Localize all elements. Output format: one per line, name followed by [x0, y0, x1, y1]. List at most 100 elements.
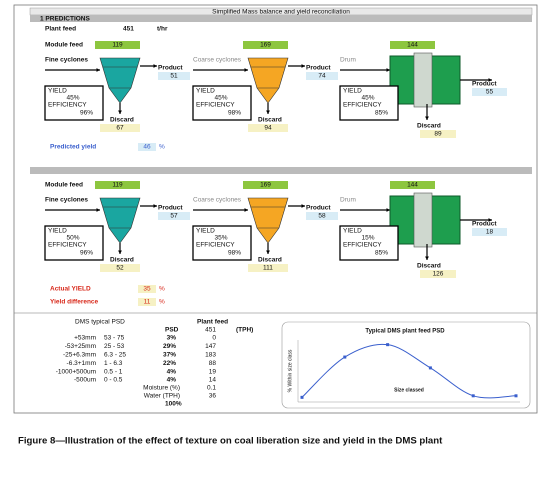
size-label: -25+6.3mm: [63, 352, 96, 359]
size-range: 0 - 0.5: [104, 377, 123, 384]
x-axis-label: Size classed: [394, 387, 424, 393]
size-range: 53 - 75: [104, 335, 125, 342]
size-label: -500um: [74, 377, 96, 384]
arrow-head: [266, 250, 270, 254]
y-axis-label: % Within size class: [287, 349, 293, 392]
discard-box: [100, 264, 140, 272]
result-value: 46: [143, 144, 151, 151]
result-unit: %: [159, 144, 165, 151]
product-value: 58: [318, 213, 326, 220]
tph-value: 19: [209, 368, 217, 375]
cyclone: [99, 197, 141, 244]
cyclone: [99, 57, 141, 104]
efficiency-label: EFFICIENCY: [196, 242, 235, 249]
discard-value: 126: [433, 271, 444, 278]
efficiency-value: 85%: [375, 250, 388, 257]
arrow-head: [488, 78, 492, 82]
size-range: 6.3 - 25: [104, 352, 126, 359]
table-header: 451: [205, 327, 216, 334]
efficiency-label: EFFICIENCY: [196, 102, 235, 109]
yield-label: YIELD: [196, 88, 215, 95]
size-label: +53mm: [74, 335, 96, 342]
plant-feed-value: 451: [123, 26, 134, 33]
extra-value: 0.1: [207, 385, 216, 392]
result-box: [138, 298, 156, 306]
product-box: [158, 212, 190, 220]
result-unit: %: [159, 286, 165, 293]
table-title: DMS typical PSD: [75, 319, 125, 326]
module-feed-box: [95, 41, 140, 49]
discard-value: 89: [434, 131, 442, 138]
discard-label: Discard: [417, 263, 441, 270]
yield-box: [339, 85, 399, 121]
discard-value: 111: [263, 265, 273, 272]
efficiency-value: 98%: [228, 110, 241, 117]
discard-value: 52: [116, 265, 124, 272]
efficiency-value: 96%: [80, 110, 93, 117]
arrow-head: [244, 208, 248, 212]
result-label: Actual YIELD: [50, 286, 91, 293]
tph-value: 183: [205, 352, 216, 359]
discard-label: Discard: [417, 123, 441, 130]
arrow-head: [386, 208, 390, 212]
product-box: [306, 212, 338, 220]
yield-value: 45%: [214, 95, 227, 102]
psd-value: 29%: [163, 343, 176, 350]
arrow-head: [301, 64, 305, 68]
chart-title: Typical DMS plant feed PSD: [365, 329, 445, 335]
discard-box: [248, 124, 288, 132]
module-name: Fine cyclones: [45, 57, 88, 64]
arrow-head: [153, 64, 157, 68]
chart-frame: [281, 321, 531, 409]
table-header: Plant feed: [197, 319, 228, 326]
result-label: Predicted yield: [50, 144, 96, 151]
result-box: [138, 285, 156, 293]
module-feed: 144: [407, 182, 418, 189]
product-value: 55: [486, 89, 494, 96]
product-value: 57: [170, 213, 178, 220]
module-feed-box: [390, 41, 435, 49]
psd-point: [514, 394, 518, 398]
caption: Figure 8—Illustration of the effect of t…: [18, 436, 443, 447]
psd-total: 100%: [165, 401, 182, 408]
discard-value: 94: [264, 125, 272, 132]
size-label: -53+25mm: [65, 343, 96, 350]
yield-value: 15%: [361, 235, 374, 242]
module-feed-box: [243, 181, 288, 189]
cyclone: [247, 197, 289, 244]
drum-core: [413, 192, 433, 248]
arrow-head: [488, 218, 492, 222]
yield-box: [192, 225, 252, 261]
result-value: 11: [144, 299, 151, 306]
arrow-head: [386, 68, 390, 72]
psd-line: [301, 343, 517, 399]
cyclone: [247, 57, 289, 104]
discard-box: [100, 124, 140, 132]
module-name: Coarse cyclones: [193, 197, 242, 204]
module-feed: 119: [112, 182, 123, 189]
arrow-head: [266, 110, 270, 114]
product-label: Product: [158, 65, 183, 72]
product-value: 74: [318, 73, 326, 80]
module-name: Coarse cyclones: [193, 57, 242, 64]
yield-label: YIELD: [48, 88, 67, 95]
product-label: Product: [472, 221, 497, 228]
tph-value: 14: [209, 377, 217, 384]
arrow-head: [301, 204, 305, 208]
tph-value: 147: [205, 343, 216, 350]
section-bar: [30, 167, 532, 174]
yield-value: 35%: [214, 235, 227, 242]
product-label: Product: [306, 65, 331, 72]
size-range: 1 - 6.3: [104, 360, 123, 367]
yield-value: 50%: [66, 235, 79, 242]
extra-label: Water (TPH): [144, 393, 180, 400]
yield-label: YIELD: [343, 228, 362, 235]
module-feed-box: [95, 181, 140, 189]
efficiency-value: 85%: [375, 110, 388, 117]
discard-box: [420, 130, 456, 138]
efficiency-label: EFFICIENCY: [343, 102, 382, 109]
module-name: Drum: [340, 197, 356, 204]
yield-label: YIELD: [196, 228, 215, 235]
arrow-head: [118, 250, 122, 254]
